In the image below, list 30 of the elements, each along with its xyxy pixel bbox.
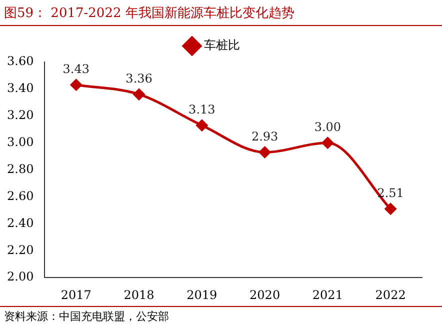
text: 3.36 bbox=[126, 71, 152, 86]
y-tick-label: 2.00 bbox=[7, 270, 34, 284]
y-tick-label: 3.00 bbox=[7, 134, 34, 149]
y-tick-label: 2.20 bbox=[7, 242, 34, 257]
text: 2.51 bbox=[377, 186, 404, 200]
y-tick-label: 3.20 bbox=[7, 108, 34, 122]
point bbox=[133, 88, 145, 100]
text: 3.13 bbox=[188, 102, 216, 116]
x-tick-label: 2018 bbox=[124, 288, 154, 302]
text: 3.00 bbox=[314, 120, 342, 134]
text: 资料来源：中国充电联盟，公安部 bbox=[0, 306, 442, 324]
y-tick-label: 2.40 bbox=[7, 216, 34, 230]
x-tick-label: 2020 bbox=[250, 288, 280, 302]
text: 2.93 bbox=[251, 129, 278, 144]
point bbox=[259, 146, 271, 158]
point bbox=[384, 203, 396, 215]
x-tick-label: 2021 bbox=[312, 288, 343, 302]
point bbox=[70, 79, 82, 91]
chart-title: 图59： 2017-2022 年我国新能源车桩比变化趋势 bbox=[0, 0, 442, 26]
legend-label: 车桩比 bbox=[204, 38, 240, 52]
y-tick-label: 2.60 bbox=[7, 188, 34, 203]
y-tick-label: 2.80 bbox=[7, 162, 34, 176]
y-tick-label: 3.60 bbox=[7, 54, 34, 68]
x-tick-label: 2022 bbox=[375, 288, 406, 302]
point bbox=[322, 137, 334, 149]
y-tick-label: 3.40 bbox=[7, 81, 34, 96]
text: 3.43 bbox=[62, 62, 90, 76]
x-tick-label: 2019 bbox=[186, 288, 218, 302]
point bbox=[196, 120, 208, 132]
x-tick-label: 2017 bbox=[60, 288, 92, 302]
